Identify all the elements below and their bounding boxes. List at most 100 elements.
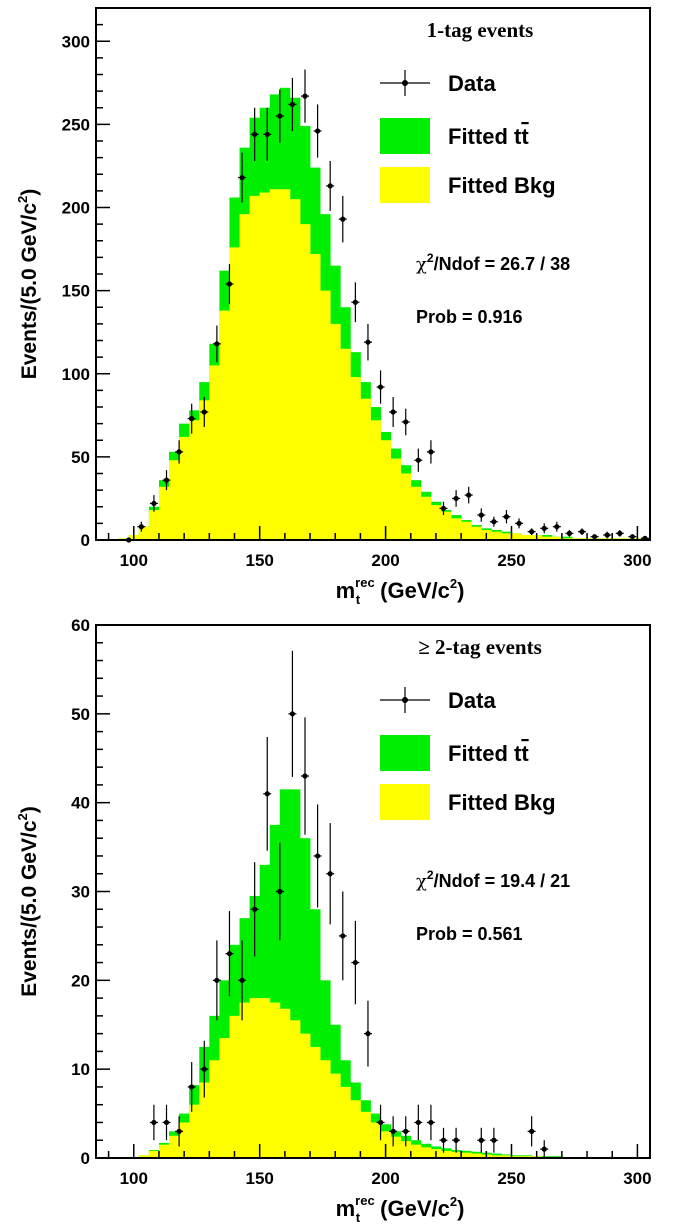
legend-bkg-label: Fitted Bkg (448, 790, 556, 815)
background-bar (148, 1150, 160, 1158)
y-tick-label: 150 (62, 282, 90, 301)
background-bar (440, 1150, 452, 1158)
background-bar (199, 1082, 210, 1158)
background-bar (199, 400, 210, 540)
y-tick-label: 200 (62, 199, 90, 218)
chart-title: 1-tag events (427, 18, 534, 42)
y-tick-label: 20 (71, 971, 90, 990)
background-bar (239, 1002, 251, 1158)
background-bar (279, 1008, 291, 1158)
signal-bar (269, 824, 281, 1158)
legend-signal-swatch (380, 118, 430, 154)
data-point (428, 1119, 434, 1126)
background-bar (299, 1033, 311, 1158)
signal-bar (279, 789, 291, 1158)
data-point (163, 477, 170, 483)
legend-data-label: Data (448, 688, 496, 713)
signal-bar (289, 789, 301, 1158)
x-tick-label: 250 (497, 1169, 525, 1188)
y-axis-label-main: Events/(5.0 GeV/c (18, 820, 41, 997)
y-tick-label: 40 (71, 794, 90, 813)
data-point (340, 216, 346, 222)
legend-signal-swatch (380, 735, 430, 771)
data-point (264, 131, 270, 137)
x-axis-label-sup: rec (355, 1193, 375, 1208)
data-point (365, 1031, 371, 1037)
background-bar (249, 195, 261, 541)
data-point (365, 339, 371, 345)
background-bar (360, 398, 371, 540)
background-bar (521, 535, 533, 540)
x-axis-label-unit-close: ) (457, 1196, 464, 1221)
background-bar (380, 440, 392, 540)
background-bar (219, 310, 230, 540)
legend-data-marker (402, 80, 408, 86)
chi2-text: /Ndof = 19.4 / 21 (434, 871, 571, 891)
data-point (277, 888, 283, 895)
background-bar (501, 1155, 512, 1158)
signal-bar (310, 909, 321, 1158)
background-bar (370, 420, 381, 540)
background-bar (360, 1111, 371, 1158)
signal-bar (299, 838, 311, 1158)
legend-signal-label-main: Fitted t (448, 124, 522, 149)
x-tick-label: 300 (623, 551, 651, 570)
background-bar (209, 1060, 220, 1158)
background-bar (169, 1135, 180, 1158)
background-bar (209, 365, 220, 540)
background-bar (179, 1122, 190, 1158)
data-point (163, 1119, 170, 1126)
x-axis-label-main: m (336, 1196, 356, 1221)
background-bar (330, 323, 341, 540)
data-point (239, 977, 245, 983)
background-bar (320, 1060, 331, 1158)
background-bar (471, 526, 482, 540)
y-tick-label: 50 (71, 448, 90, 467)
data-point (529, 1128, 535, 1134)
chi2-symbol: χ (416, 871, 427, 892)
background-bar (461, 1152, 472, 1158)
data-point (176, 449, 182, 455)
chi2-symbol: χ (416, 254, 427, 275)
background-bar (158, 1144, 170, 1158)
data-point (352, 959, 358, 966)
data-point (440, 505, 447, 512)
data-point (554, 524, 560, 530)
background-bar (269, 1002, 281, 1158)
data-point (189, 416, 195, 422)
data-point (214, 977, 220, 983)
data-point (390, 409, 396, 415)
background-bar (370, 1122, 381, 1158)
background-bar (340, 1086, 351, 1158)
data-point (428, 449, 434, 455)
background-bar (451, 518, 462, 540)
data-point (491, 519, 497, 525)
data-point (302, 773, 308, 779)
background-bar (410, 486, 422, 540)
y-tick-label: 0 (81, 1149, 90, 1168)
data-point (226, 951, 233, 957)
legend-bkg-swatch (380, 784, 430, 820)
background-bar (390, 458, 402, 540)
background-bar (189, 1104, 200, 1158)
x-tick-label: 250 (497, 551, 525, 570)
background-bar (138, 526, 150, 540)
background-bar (179, 436, 190, 540)
x-axis-label-sub: t (356, 592, 361, 607)
background-bar (350, 377, 361, 540)
y-tick-label: 250 (62, 115, 90, 134)
legend-bkg-label: Fitted Bkg (448, 173, 556, 198)
x-axis-label-sup: rec (355, 575, 375, 590)
background-bar (491, 1155, 502, 1158)
background-bar (138, 1155, 150, 1158)
chi2-sup: 2 (427, 251, 434, 265)
y-axis-label: Events/(5.0 GeV/c2) (15, 189, 41, 380)
background-bar (269, 189, 281, 540)
background-bar (501, 533, 512, 540)
data-point (277, 113, 283, 119)
prob-annotation: Prob = 0.561 (416, 924, 523, 944)
data-point (214, 341, 220, 347)
data-point (327, 871, 333, 877)
